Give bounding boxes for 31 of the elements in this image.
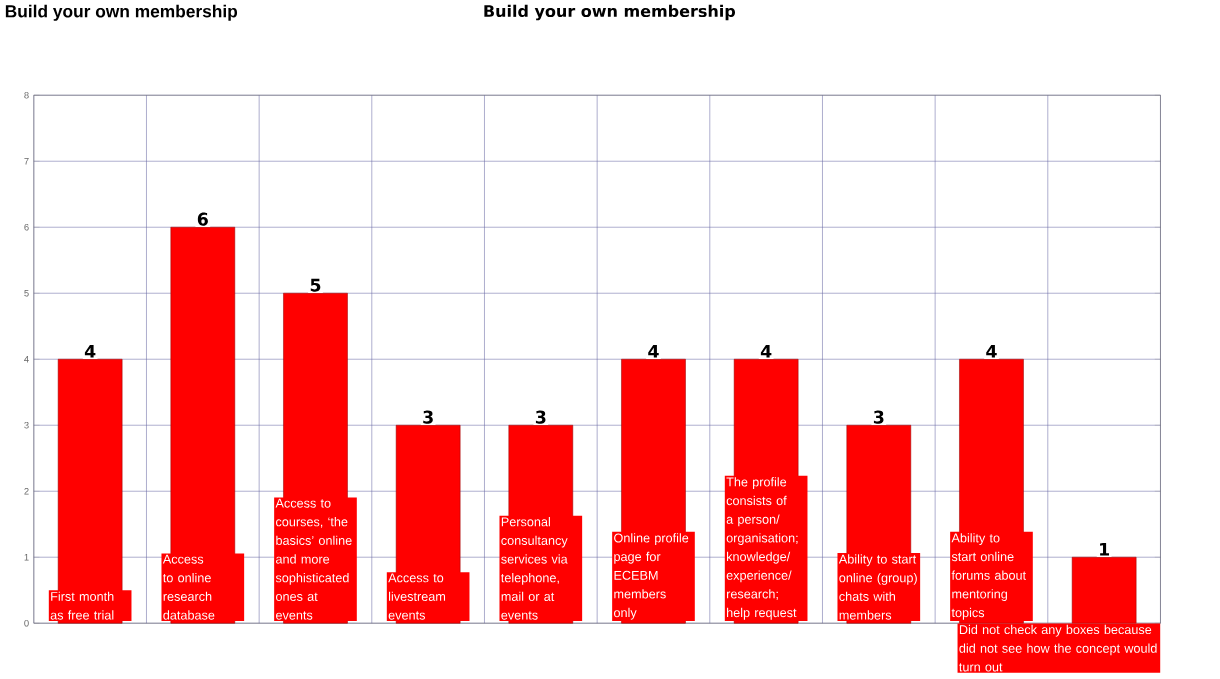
data-label: 3 bbox=[423, 410, 433, 424]
y-tick-label: 2 bbox=[24, 488, 29, 495]
y-tick-label: 8 bbox=[24, 92, 29, 99]
x-tick-label: Access to online research database bbox=[162, 554, 215, 620]
x-tick-label: Did not check any boxes because did not see how the concept would turn out bbox=[959, 624, 1157, 672]
data-label: 3 bbox=[535, 410, 546, 424]
y-tick-label: 0 bbox=[24, 620, 29, 627]
y-tick-label: 1 bbox=[24, 554, 29, 561]
x-tick-label: Access to courses, ‘the basics’ online and more sophisticated ones at events bbox=[275, 498, 352, 620]
x-tick-label: First month as free trial bbox=[50, 591, 114, 620]
data-label: 5 bbox=[310, 278, 321, 292]
data-label: 6 bbox=[197, 212, 208, 226]
data-label: 3 bbox=[873, 410, 884, 424]
y-tick-label: 5 bbox=[24, 290, 29, 297]
x-tick-label: Personal consultancy services via telephone, mail or at events bbox=[501, 517, 568, 620]
y-tick-label: 4 bbox=[24, 356, 29, 363]
y-tick-label: 3 bbox=[24, 422, 29, 429]
x-tick-label: Access to livestream events bbox=[388, 573, 446, 620]
x-tick-label: The profile consists of a person/ organisation; knowledge/ experience/ research; help request bbox=[726, 477, 798, 620]
chart-title: Build your own membership bbox=[484, 4, 736, 21]
data-label: 4 bbox=[648, 345, 659, 358]
y-tick-label: 7 bbox=[24, 158, 29, 165]
data-label: 4 bbox=[760, 345, 772, 358]
x-tick-label: Online profile page for ECEBM members only bbox=[614, 533, 689, 620]
data-label: 1 bbox=[1100, 543, 1109, 556]
x-tick-label: Ability to start online (group) chats with members bbox=[838, 554, 917, 620]
y-tick-label: 6 bbox=[24, 224, 29, 231]
x-tick-label: Ability to start online forums about mentoring topics bbox=[951, 533, 1026, 620]
data-label: 4 bbox=[84, 345, 96, 358]
text: Build your own membership bbox=[5, 4, 238, 22]
data-label: 4 bbox=[986, 345, 997, 358]
